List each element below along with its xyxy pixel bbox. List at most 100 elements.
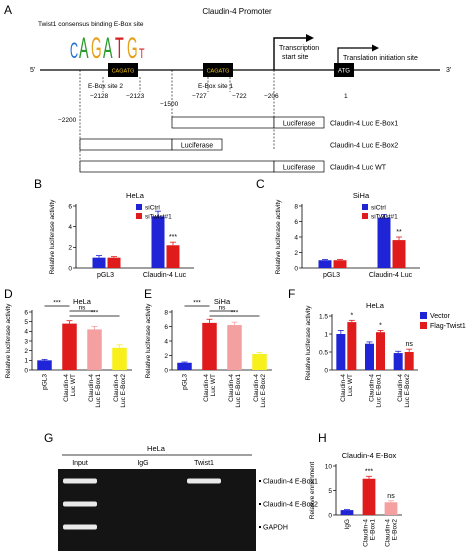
y-axis-label: Relative luciferase activity <box>275 199 282 275</box>
y-tick-label: 5 <box>328 488 332 495</box>
x-tick-label: Claudin-4 <box>228 374 235 402</box>
x-tick-label: Luc WT <box>70 374 77 396</box>
bar <box>347 322 357 370</box>
tis-arrow <box>337 47 372 63</box>
bar <box>62 323 77 370</box>
panel-label-e: E <box>144 287 152 301</box>
tis-label: Translation initiation site <box>343 55 418 62</box>
bar <box>166 245 180 268</box>
significance-label: ns <box>219 305 227 312</box>
chart-title: HeLa <box>366 301 385 310</box>
construct-reporter: Luciferase <box>181 143 213 150</box>
panel-label-f: F <box>288 287 295 301</box>
atg-box <box>334 63 354 77</box>
x-tick-label: pGL3 <box>42 374 49 390</box>
y-tick-label: 1.5 <box>319 313 328 320</box>
legend-label: siCtrl <box>145 205 160 212</box>
logo-letter: G <box>91 31 102 64</box>
tss-arrowhead <box>306 34 314 42</box>
gel-cell-line: HeLa <box>147 444 166 453</box>
x-tick-label: Claudin-4 <box>397 374 404 402</box>
logo-letter: T <box>115 31 124 64</box>
x-tick-label: Luc E-Box2 <box>404 374 411 408</box>
x-tick-label: Luc E-Box1 <box>95 374 102 408</box>
legend-swatch <box>362 204 368 210</box>
bar <box>227 325 242 370</box>
significance-label: * <box>379 322 382 329</box>
chart-title: SiHa <box>353 191 370 200</box>
ebox1-label: E-Box site 1 <box>198 83 233 90</box>
significance-label: *** <box>365 468 373 475</box>
panel-label-d: D <box>4 287 13 301</box>
legend-swatch <box>420 312 427 319</box>
bar <box>365 343 374 370</box>
tis-arrowhead <box>372 44 379 52</box>
chart-panel-h: 0 5 10 Relative enrichment Claudin-4 E-Box Ig… <box>309 451 402 547</box>
legend-label: siTwist#1 <box>371 214 398 221</box>
three-prime-label: 3' <box>446 67 451 74</box>
legend-label: Vector <box>430 313 451 320</box>
y-tick-label: 6 <box>68 203 72 210</box>
x-tick-label: IgG <box>344 519 351 529</box>
x-tick-label: Luc E-Box1 <box>235 374 242 408</box>
significance-label: ns <box>405 341 413 348</box>
coord-206: −206 <box>264 93 279 100</box>
gel-band <box>187 478 221 484</box>
chart-panel-c: 0 2 4 6 8 Relative luciferase activity SiHa pGL… <box>275 191 420 279</box>
ebox1-box <box>203 63 233 77</box>
gel-band <box>63 524 97 530</box>
y-tick-label: 8 <box>164 309 168 316</box>
x-tick-label: pGL3 <box>182 374 189 390</box>
y-tick-label: 6 <box>164 324 168 331</box>
bar <box>376 332 385 370</box>
y-axis-label: Relative luciferase activity <box>305 305 312 381</box>
x-tick-label: Claudin-4 <box>203 374 210 402</box>
y-tick-label: 8 <box>294 203 298 210</box>
coord-722: −722 <box>232 93 247 100</box>
bar <box>392 240 406 268</box>
panel-label-g: G <box>44 431 53 445</box>
significance-label: *** <box>169 234 177 241</box>
x-tick-label: E-Box2 <box>392 519 399 541</box>
y-axis-label: Relative enrichment <box>309 462 316 520</box>
significance-label: ns <box>79 305 87 312</box>
y-tick-label: 4 <box>294 234 298 241</box>
x-tick-label: pGL3 <box>97 272 114 279</box>
x-tick-label: Luc WT <box>347 374 354 396</box>
coord-1: 1 <box>344 93 348 100</box>
construct-name: Claudin-4 Luc E-Box1 <box>330 121 398 128</box>
gel-row-label: GAPDH <box>263 525 288 532</box>
y-tick-label: 4 <box>68 224 72 231</box>
logo-letter: C <box>70 38 78 63</box>
y-tick-label: 1 <box>324 331 328 338</box>
x-tick-label: pGL3 <box>323 272 340 279</box>
logo-letter: G <box>127 31 138 64</box>
gel-lane-label: IgG <box>137 460 148 467</box>
y-axis-label: Relative luciferase activity <box>49 199 56 275</box>
significance-label: ** <box>396 229 402 236</box>
y-axis-label: Relative luciferase activity <box>145 303 152 379</box>
panel-label-b: B <box>34 177 42 191</box>
y-axis-label: Relative luciferase activity <box>5 303 12 379</box>
y-tick-label: 6 <box>24 309 28 316</box>
bar <box>177 362 192 370</box>
chart-title: HeLa <box>126 191 145 200</box>
x-tick-label: Claudin-4 Luc <box>369 272 413 279</box>
significance-label: *** <box>231 310 239 317</box>
bar <box>37 360 52 370</box>
x-tick-label: Claudin-4 <box>253 374 260 402</box>
legend-label: siCtrl <box>371 205 386 212</box>
significance-label: *** <box>193 300 201 307</box>
y-tick-label: 2 <box>164 353 168 360</box>
chart-panel-d: 0 1 2 3 4 5 6 Relative luciferase activity HeLa p… <box>5 297 132 408</box>
gel-row-label: Claudin-4 E-Box1 <box>263 479 318 486</box>
construct-ebox2: Luciferase Claudin-4 Luc E-Box2 <box>79 138 398 151</box>
gel-row-marker <box>259 526 261 528</box>
chart-panel-b: 0 2 4 6 Relative luciferase activity HeLa pGL3… <box>49 191 194 279</box>
ebox1-sequence: CAGATG <box>207 69 230 75</box>
significance-label: *** <box>53 300 61 307</box>
y-tick-label: 3 <box>24 338 28 345</box>
x-tick-label: Luc E-Box1 <box>376 374 383 408</box>
tss-label-line2: start site <box>282 54 309 61</box>
